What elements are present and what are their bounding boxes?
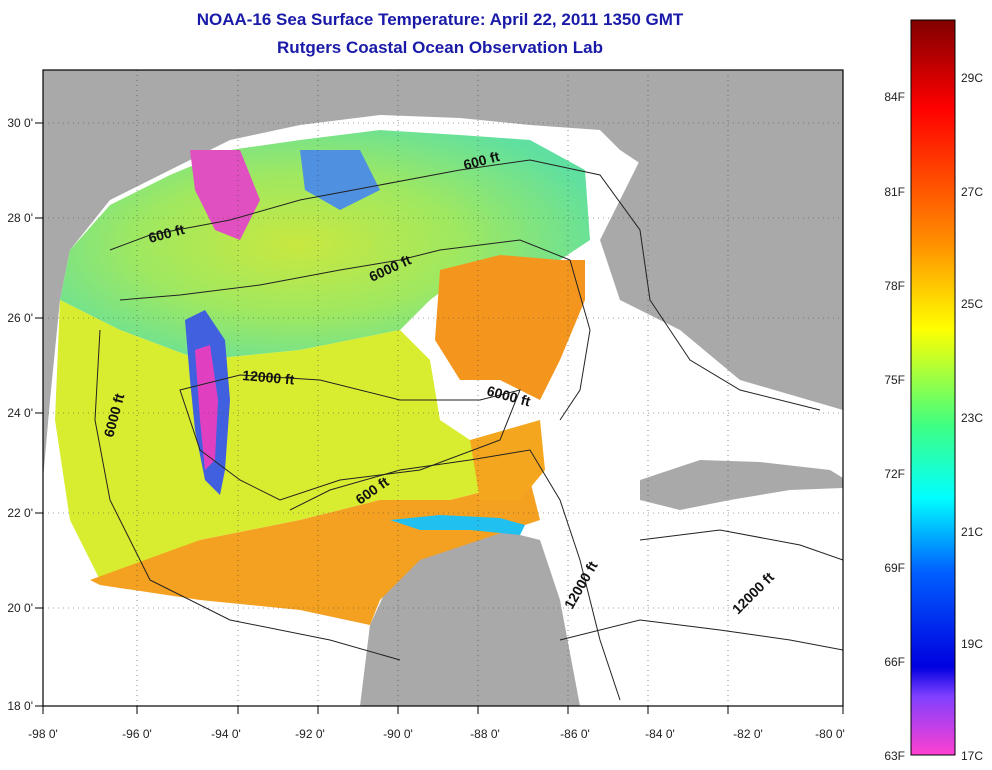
sst-shelf-cold-patch (190, 150, 260, 240)
colorbar-f-label: 72F (884, 467, 905, 481)
map-frame (42, 69, 844, 707)
florida-landmass (600, 120, 843, 405)
colorbar-f-label: 66F (884, 655, 905, 669)
colorbar-c-label: 17C (961, 749, 983, 763)
depth-label: 12000 ft (242, 367, 296, 388)
colorbar-c-label: 27C (961, 185, 983, 199)
sst-shelf-cool-patch (300, 150, 380, 210)
colorbar-c-label: 21C (961, 525, 983, 539)
colorbar-f-label: 63F (884, 749, 905, 763)
lon-label: -90 0' (383, 727, 413, 741)
lon-label: -86 0' (560, 727, 590, 741)
colorbar-f-label: 84F (884, 90, 905, 104)
lon-label: -88 0' (470, 727, 500, 741)
sst-cold-core (195, 345, 218, 470)
sst-cold-streak (390, 515, 525, 535)
contour-600ft-south (289, 449, 621, 701)
lat-label: 20 0' (7, 601, 33, 615)
cuba-landmass (640, 460, 843, 510)
lon-label: -92 0' (295, 727, 325, 741)
lon-label: -80 0' (815, 727, 845, 741)
sst-loop-current (470, 420, 545, 500)
contour-cuba-north (639, 529, 843, 561)
lon-label: -84 0' (645, 727, 675, 741)
colorbar-f-label: 78F (884, 279, 905, 293)
colorbar-c-label: 19C (961, 637, 983, 651)
lon-label: -82 0' (733, 727, 763, 741)
lon-label: -96 0' (122, 727, 152, 741)
colorbar-f-label: 81F (884, 185, 905, 199)
lat-label: 28 0' (7, 211, 33, 225)
lon-label: -98 0' (28, 727, 58, 741)
colorbar-c-label: 25C (961, 297, 983, 311)
lat-label: 30 0' (7, 116, 33, 130)
lat-label: 22 0' (7, 506, 33, 520)
yucatan-landmass (360, 530, 580, 706)
map-subtitle: Rutgers Coastal Ocean Observation Lab (277, 38, 603, 57)
lon-label: -94 0' (211, 727, 241, 741)
sst-central-field (55, 300, 540, 580)
contour-12000ft (179, 374, 521, 501)
lat-label: 18 0' (7, 699, 33, 713)
sst-warm-eddy (435, 255, 585, 400)
contour-6000ft-west (94, 329, 401, 661)
colorbar-f-label: 69F (884, 561, 905, 575)
lat-label: 26 0' (7, 311, 33, 325)
sst-north-field (60, 130, 590, 360)
colorbar-c-label: 29C (961, 71, 983, 85)
contour-caribbean (559, 619, 843, 651)
contour-600ft (109, 159, 821, 411)
colorbar-c-label: 23C (961, 411, 983, 425)
colorbar-f-label: 75F (884, 373, 905, 387)
map-title: NOAA-16 Sea Surface Temperature: April 2… (196, 10, 684, 29)
lat-label: 24 0' (7, 406, 33, 420)
contour-6000ft (119, 239, 591, 421)
colorbar (910, 19, 956, 756)
